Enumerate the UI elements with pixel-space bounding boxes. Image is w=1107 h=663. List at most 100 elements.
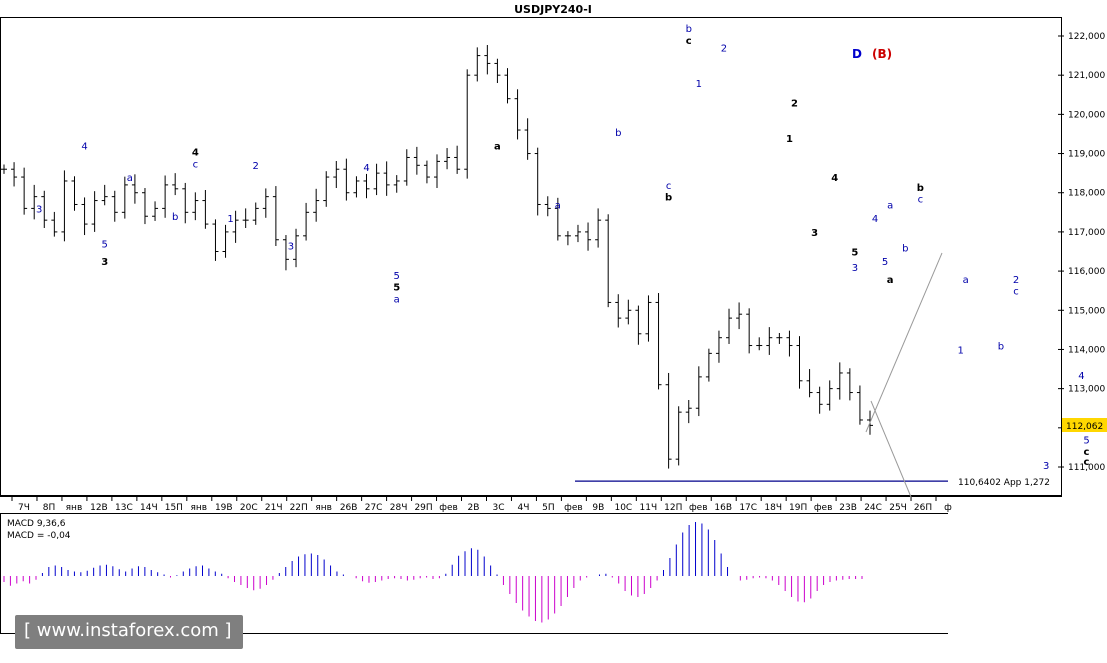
x-tick-label: фев	[814, 503, 833, 513]
x-tick-label: 12В	[90, 503, 108, 513]
candle	[474, 47, 481, 82]
wave-label: 4	[192, 148, 199, 159]
wave-label: 5	[394, 271, 400, 282]
level-label: 110,6402 App 1,272	[958, 478, 1050, 488]
y-tick-label: 119,000	[1068, 150, 1105, 160]
x-tick-label: 12П	[664, 503, 682, 513]
wave-label: 3	[1043, 461, 1049, 472]
candle	[685, 399, 692, 424]
current-price-tag: 112,062	[1062, 418, 1107, 432]
y-tick-label: 121,000	[1068, 71, 1105, 81]
candle	[313, 188, 320, 222]
wave-label: a	[127, 173, 133, 184]
wave-label: b	[172, 212, 178, 223]
wave-label: c	[918, 195, 924, 206]
candle	[554, 197, 561, 241]
projection-lines	[865, 252, 943, 498]
wave-label: b	[615, 128, 621, 139]
x-tick-label: фев	[564, 503, 583, 513]
candle	[172, 173, 179, 196]
candle	[665, 372, 672, 469]
y-tick-label: 117,000	[1068, 228, 1105, 238]
candle	[595, 208, 602, 248]
macd-axis-area	[948, 513, 1107, 663]
x-tick-label: 26В	[340, 503, 358, 513]
candle	[434, 154, 440, 189]
candle	[454, 145, 461, 174]
wave-label: b	[686, 24, 692, 35]
wave-label: 4	[81, 142, 87, 153]
wave-label: 5	[102, 240, 108, 251]
y-tick-label: 114,000	[1068, 345, 1105, 355]
candle	[363, 173, 370, 199]
macd-pane	[0, 513, 949, 634]
candle	[202, 189, 209, 229]
wave-label: 5	[393, 283, 400, 294]
wave-label: c	[1013, 287, 1019, 298]
x-tick-label: янв	[315, 503, 332, 513]
wave-label: 1	[957, 345, 963, 356]
candle	[605, 214, 612, 308]
wave-label: b	[917, 183, 924, 194]
candle	[715, 330, 722, 363]
wave-label: 3	[852, 263, 858, 274]
candle	[524, 118, 531, 160]
candle	[323, 171, 330, 207]
candle	[282, 235, 289, 271]
x-tick-label: 26П	[914, 503, 932, 513]
x-tick-label: 9В	[592, 503, 604, 513]
candle	[494, 58, 501, 84]
x-tick-label: 22П	[290, 503, 308, 513]
candle	[645, 295, 652, 342]
wave-label: 3	[101, 257, 108, 268]
candle	[21, 167, 28, 215]
y-tick-label: 115,000	[1068, 306, 1105, 316]
y-tick-label: 113,000	[1068, 385, 1105, 395]
x-tick-label: фев	[689, 503, 708, 513]
candle	[444, 148, 451, 170]
label-b-paren: (B)	[872, 47, 892, 61]
x-tick-label: 27С	[365, 503, 383, 513]
candle	[564, 231, 571, 246]
watermark-box	[15, 615, 243, 649]
candle	[141, 188, 148, 225]
candle	[31, 184, 38, 220]
label-d: D	[852, 47, 862, 61]
wave-label: 2	[721, 44, 727, 55]
x-tick-label: 17С	[739, 503, 757, 513]
candle	[836, 362, 843, 400]
projection-down-line	[870, 400, 912, 498]
x-tick-label: 3С	[492, 503, 504, 513]
projection-up-line	[865, 252, 943, 433]
candle	[343, 158, 350, 201]
x-tick-label: 8П	[43, 503, 56, 513]
x-tick-label: 21Ч	[265, 503, 283, 513]
candle	[726, 308, 733, 344]
horizontal-level: 110,6402 App 1,272	[575, 478, 1050, 488]
x-tick-label: янв	[66, 503, 83, 513]
wave-label: 1	[696, 79, 702, 90]
wave-label: c	[1084, 447, 1090, 458]
candle	[534, 147, 541, 216]
x-tick-label: 25Ч	[889, 503, 907, 513]
candle	[403, 149, 410, 186]
candle	[514, 89, 521, 140]
candle	[736, 302, 743, 330]
candle	[826, 380, 833, 411]
wave-label: 3	[36, 204, 42, 215]
candle	[11, 162, 18, 187]
candle	[272, 186, 279, 247]
candle	[51, 211, 58, 237]
candle	[162, 175, 169, 218]
candle	[152, 201, 159, 221]
wave-label: c	[666, 181, 672, 192]
candle	[413, 146, 420, 175]
candle	[615, 294, 622, 328]
wave-label: 2	[253, 161, 259, 172]
x-tick-label: 16В	[714, 503, 732, 513]
y-tick-label: 116,000	[1068, 267, 1105, 277]
x-tick-label: 19В	[215, 503, 233, 513]
x-tick-label: ф	[944, 503, 952, 513]
wave-label: 5	[851, 247, 858, 258]
